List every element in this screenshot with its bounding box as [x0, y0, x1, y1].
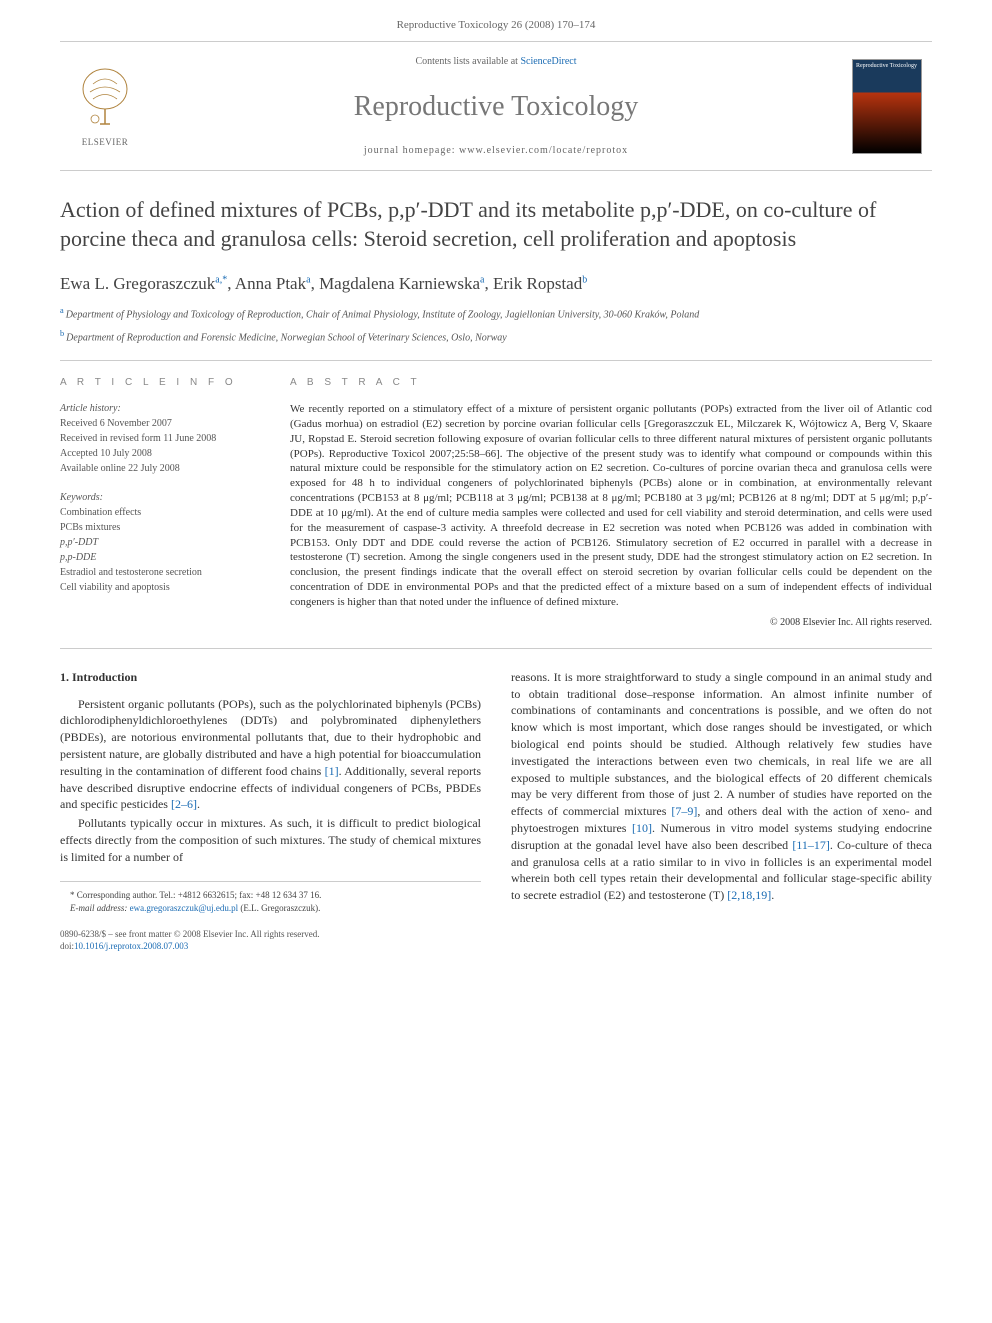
publisher-logo: ELSEVIER — [60, 42, 150, 170]
journal-title: Reproductive Toxicology — [150, 87, 842, 126]
history-label: Article history: — [60, 402, 260, 416]
keyword: p,p′-DDT — [60, 536, 260, 550]
contents-prefix: Contents lists available at — [415, 56, 520, 67]
masthead-center: Contents lists available at ScienceDirec… — [150, 42, 842, 170]
citation-link[interactable]: [11–17] — [792, 838, 830, 852]
abstract-heading: A B S T R A C T — [290, 376, 932, 390]
affil-a-sup: a — [60, 306, 64, 315]
date-received: Received 6 November 2007 — [60, 417, 260, 431]
homepage-url: www.elsevier.com/locate/reprotox — [459, 145, 628, 156]
date-accepted: Accepted 10 July 2008 — [60, 447, 260, 461]
journal-homepage: journal homepage: www.elsevier.com/locat… — [150, 144, 842, 158]
article-info-block: A R T I C L E I N F O Article history: R… — [60, 376, 260, 630]
page-footer: 0890-6238/$ – see front matter © 2008 El… — [0, 928, 992, 973]
article-info-heading: A R T I C L E I N F O — [60, 376, 260, 390]
affiliation-a: aDepartment of Physiology and Toxicology… — [60, 305, 932, 322]
paragraph: reasons. It is more straightforward to s… — [511, 669, 932, 904]
citation-link[interactable]: [7–9] — [671, 804, 697, 818]
article-title: Action of defined mixtures of PCBs, p,p′… — [60, 196, 932, 253]
journal-cover-thumb: Reproductive Toxicology — [842, 42, 932, 170]
keyword: PCBs mixtures — [60, 521, 260, 535]
keyword: p,p-DDE — [60, 551, 260, 565]
email-label: E-mail address: — [70, 903, 130, 913]
keyword: Estradiol and testosterone secretion — [60, 566, 260, 580]
keyword: Cell viability and apoptosis — [60, 581, 260, 595]
body-column-right: reasons. It is more straightforward to s… — [511, 669, 932, 916]
homepage-label: journal homepage: — [364, 145, 459, 156]
doi-line: doi:10.1016/j.reprotox.2008.07.003 — [60, 940, 932, 953]
issn-line: 0890-6238/$ – see front matter © 2008 El… — [60, 928, 932, 941]
doi-label: doi: — [60, 941, 74, 951]
email-link[interactable]: ewa.gregoraszczuk@uj.edu.pl — [130, 903, 239, 913]
affil-b-text: Department of Reproduction and Forensic … — [66, 332, 507, 343]
abstract-text: We recently reported on a stimulatory ef… — [290, 402, 932, 610]
email-attribution: (E.L. Gregoraszczuk). — [238, 903, 320, 913]
author-1-sup: a,* — [215, 274, 227, 285]
author-list: Ewa L. Gregoraszczuka,*, Anna Ptaka, Mag… — [60, 272, 932, 296]
publisher-name: ELSEVIER — [82, 136, 129, 149]
section-heading: 1. Introduction — [60, 669, 481, 686]
body-column-left: 1. Introduction Persistent organic pollu… — [60, 669, 481, 916]
contents-available: Contents lists available at ScienceDirec… — [150, 55, 842, 69]
running-head: Reproductive Toxicology 26 (2008) 170–17… — [0, 0, 992, 41]
citation-link[interactable]: [10] — [632, 821, 652, 835]
section-number: 1. — [60, 670, 69, 684]
journal-masthead: ELSEVIER Contents lists available at Sci… — [60, 41, 932, 171]
affil-b-sup: b — [60, 329, 64, 338]
abstract-block: A B S T R A C T We recently reported on … — [290, 376, 932, 630]
author-4: , Erik Ropstad — [484, 274, 582, 293]
paragraph: Pollutants typically occur in mixtures. … — [60, 815, 481, 865]
author-2: , Anna Ptak — [227, 274, 306, 293]
doi-link[interactable]: 10.1016/j.reprotox.2008.07.003 — [74, 941, 188, 951]
email-line: E-mail address: ewa.gregoraszczuk@uj.edu… — [60, 902, 481, 915]
citation-link[interactable]: [1] — [325, 764, 339, 778]
author-4-sup: b — [582, 274, 587, 285]
keywords-label: Keywords: — [60, 491, 260, 505]
citation-link[interactable]: [2,18,19] — [727, 888, 771, 902]
section-title-text: Introduction — [72, 670, 137, 684]
date-online: Available online 22 July 2008 — [60, 462, 260, 476]
citation-link[interactable]: [2–6] — [171, 797, 197, 811]
keyword: Combination effects — [60, 506, 260, 520]
elsevier-tree-icon — [75, 64, 135, 134]
author-1: Ewa L. Gregoraszczuk — [60, 274, 215, 293]
affil-a-text: Department of Physiology and Toxicology … — [66, 310, 700, 321]
date-revised: Received in revised form 11 June 2008 — [60, 432, 260, 446]
abstract-copyright: © 2008 Elsevier Inc. All rights reserved… — [290, 616, 932, 630]
affiliation-b: bDepartment of Reproduction and Forensic… — [60, 328, 932, 345]
cover-thumb-title: Reproductive Toxicology — [856, 63, 918, 70]
paragraph: Persistent organic pollutants (POPs), su… — [60, 696, 481, 814]
corresponding-author: * Corresponding author. Tel.: +4812 6632… — [60, 889, 481, 902]
author-3: , Magdalena Karniewska — [311, 274, 480, 293]
footnotes: * Corresponding author. Tel.: +4812 6632… — [60, 881, 481, 915]
sciencedirect-link[interactable]: ScienceDirect — [520, 56, 576, 67]
